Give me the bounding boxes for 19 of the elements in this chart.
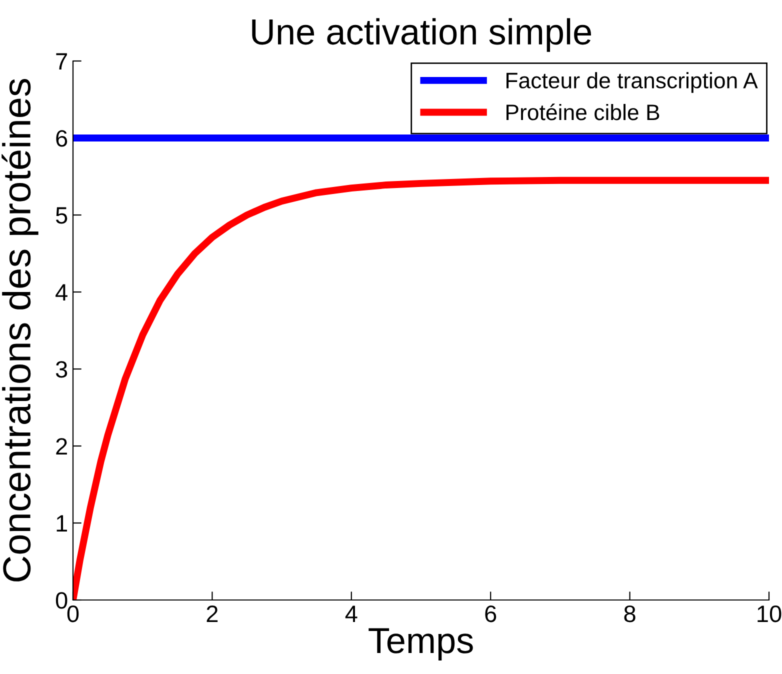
legend-label: Protéine cible B <box>506 104 660 120</box>
x-axis-title: Temps <box>368 628 473 661</box>
y-tick-label: 3 <box>56 361 68 378</box>
y-tick-label: 0 <box>56 592 68 609</box>
y-tick-label: 2 <box>56 438 67 455</box>
x-tick-label: 0 <box>67 605 79 622</box>
y-tick-label: 6 <box>56 130 68 147</box>
y-tick-label: 4 <box>56 284 68 301</box>
x-tick-label: 4 <box>345 606 358 622</box>
y-tick-label: 1 <box>56 515 67 532</box>
y-axis-title: Concentrations des protéines <box>2 78 38 582</box>
y-tick-label: 5 <box>56 207 68 224</box>
x-tick-label: 8 <box>624 605 636 622</box>
legend-label: Facteur de transcription A <box>506 72 758 93</box>
y-tick-label: 7 <box>56 53 67 70</box>
x-tick-label: 2 <box>206 605 218 622</box>
chart-title: Une activation simple <box>252 18 592 52</box>
x-tick-label: 6 <box>485 605 496 622</box>
x-tick-label: 10 <box>758 605 782 622</box>
